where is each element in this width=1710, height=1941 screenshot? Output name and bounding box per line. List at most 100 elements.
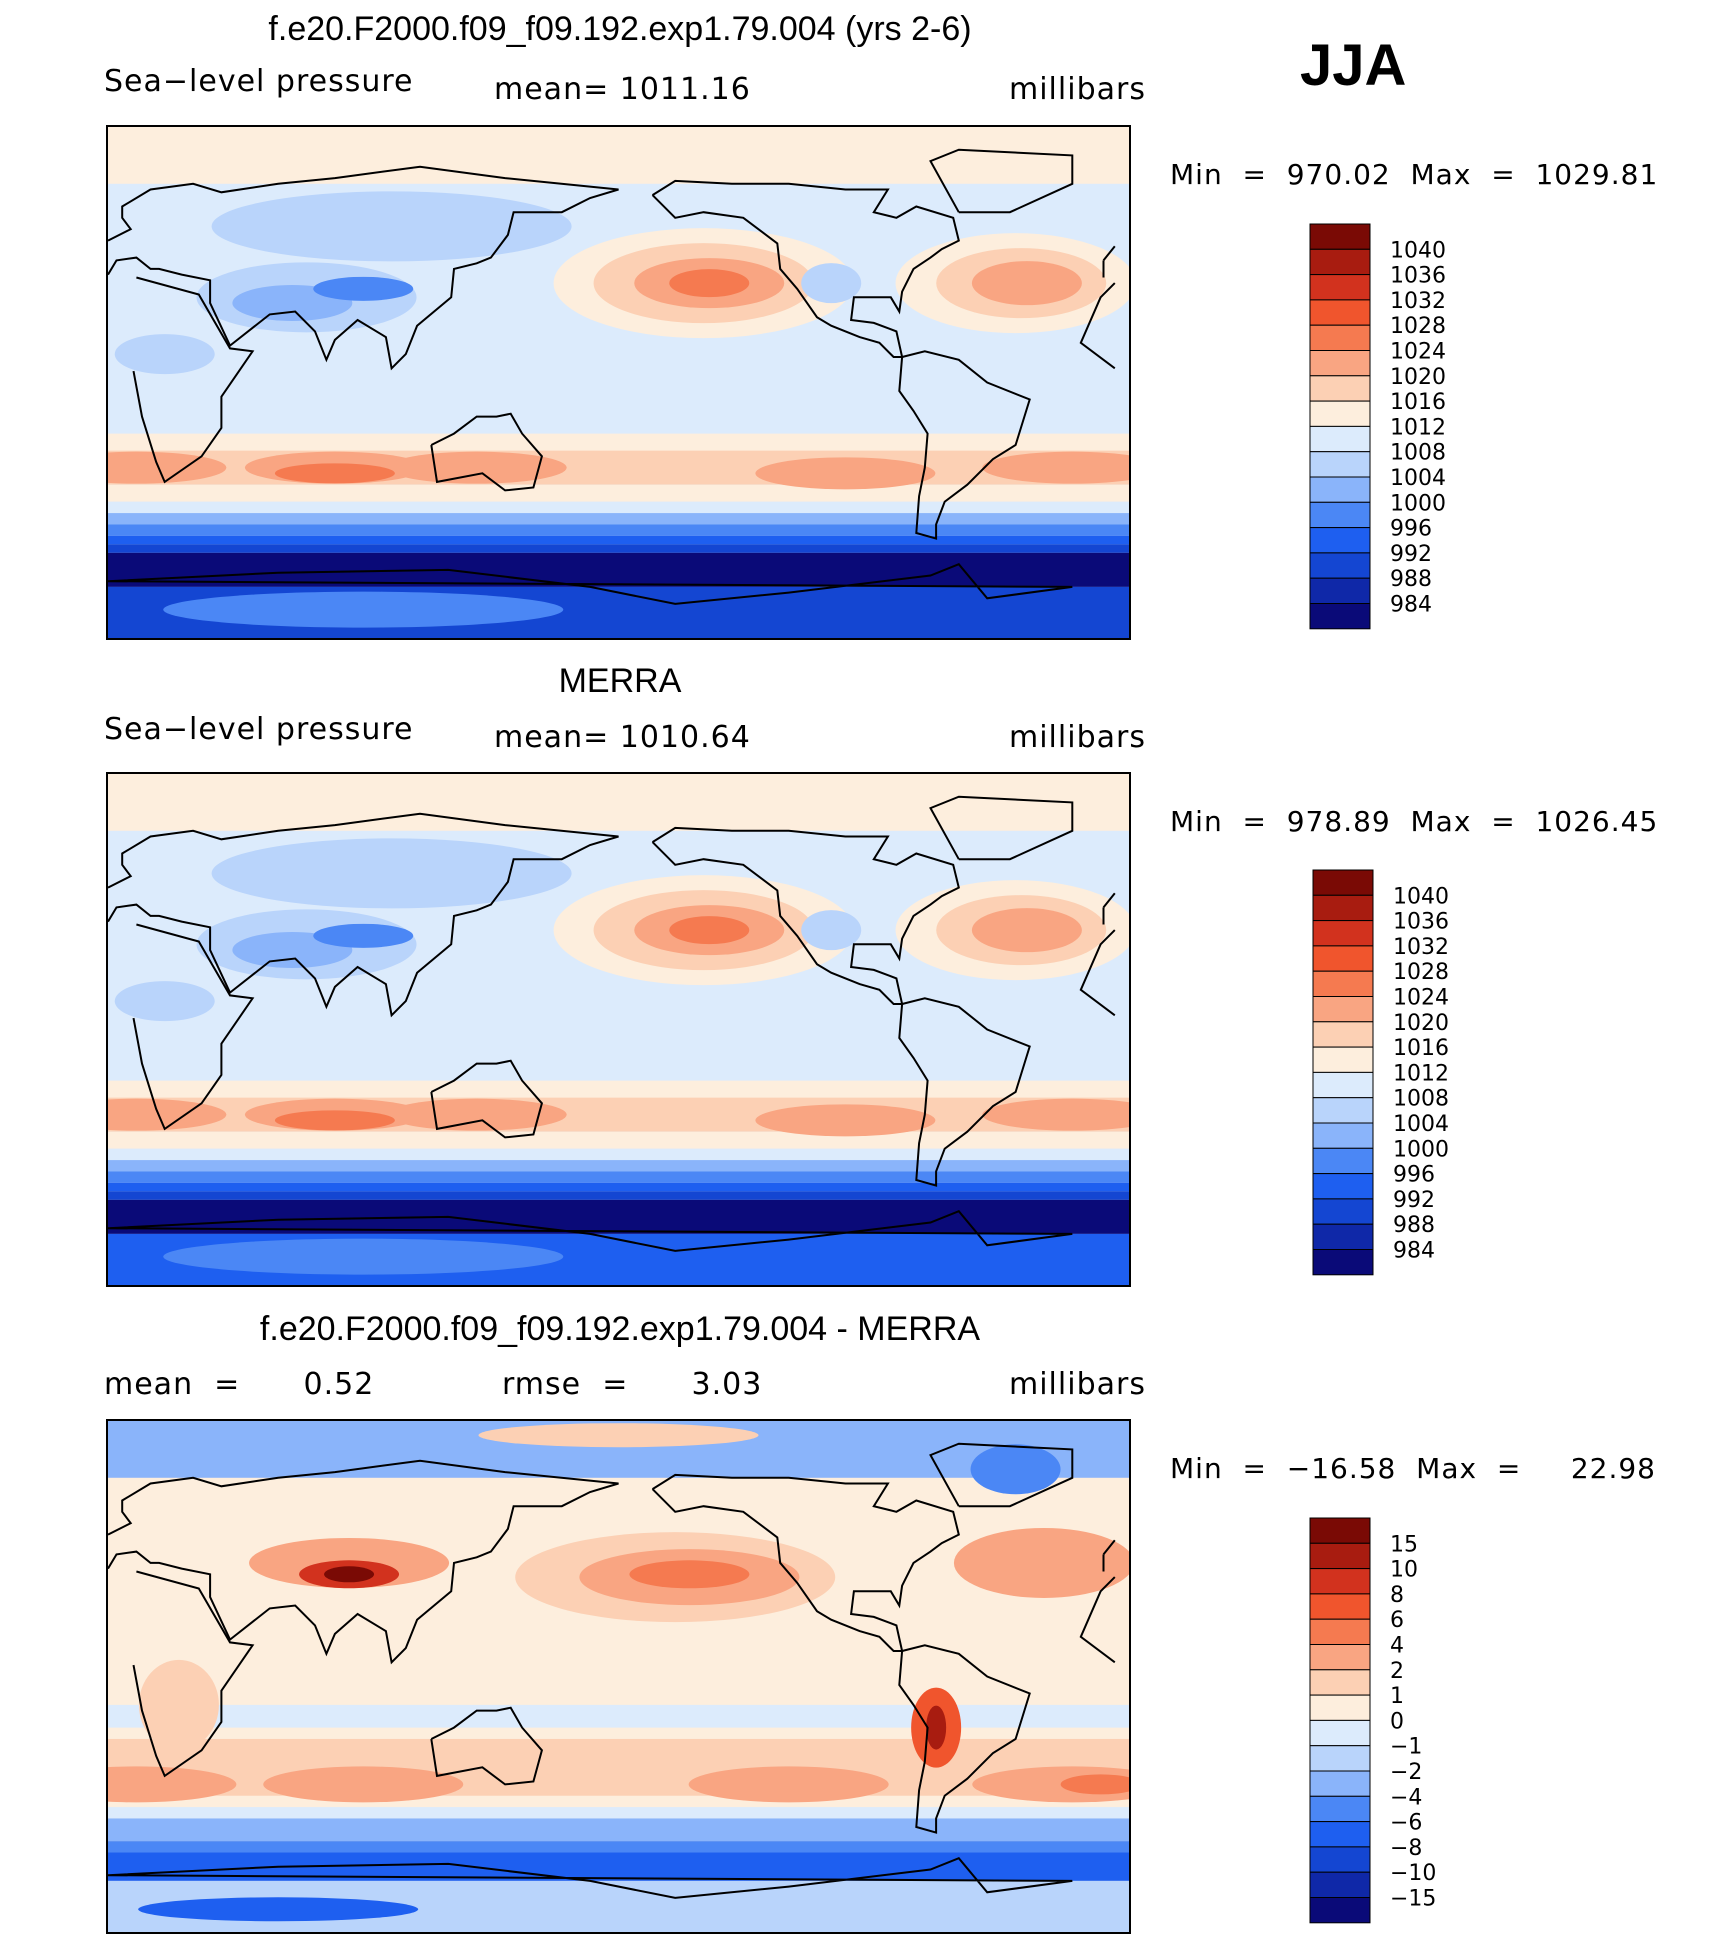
panel-2-map-natl-high — [971, 908, 1082, 953]
panel-1-map-coastline — [430, 412, 544, 492]
panel-3-map-southern-band — [108, 1818, 1129, 1842]
panel-2-colorbar-level-label: 1040 — [1393, 884, 1449, 909]
panel-1-map-eurasia-low — [211, 191, 572, 262]
panel-2-map-namerica-low — [801, 910, 862, 951]
panel-1-map-coastline — [108, 563, 1073, 605]
panel-1-map-southern-high — [386, 451, 567, 484]
panel-1-colorbar-swatch — [1309, 451, 1371, 478]
panel-2-map-southern-band — [108, 1148, 1129, 1161]
panel-1-colorbar-level-label: 992 — [1390, 542, 1432, 567]
panel-2-map-southern-band — [108, 1182, 1129, 1192]
panel-1-colorbar-level-label: 1020 — [1390, 365, 1446, 390]
panel-2-map-antarctic-blob — [163, 1238, 564, 1275]
panel-1-colorbar-swatch — [1309, 375, 1371, 402]
panel-2-map-subtropic-band — [108, 1131, 1129, 1149]
panel-3-map-coastline — [108, 1459, 619, 1665]
panel-3-colorbar-swatch — [1309, 1517, 1371, 1544]
panel-2-colorbar-level-label: 1020 — [1393, 1011, 1449, 1036]
panel-3-colorbar: 15 10 8 6 4 2 1 0 −1 −2 −4 −6 −8 −10 −15 — [1300, 1514, 1480, 1939]
panel-1-map-coastline — [1079, 282, 1116, 370]
panel-1-map-antarctic-blob — [163, 591, 564, 628]
panel-3-map-tibet-max-core — [324, 1566, 375, 1583]
panel-2-colorbar-swatch — [1312, 1097, 1374, 1124]
panel-3-colorbar-swatch — [1309, 1795, 1371, 1823]
panel-3-map-southern-positive — [263, 1766, 464, 1803]
panel-2-map-coastline — [1102, 892, 1116, 909]
panel-2-colorbar-level-label: 996 — [1393, 1163, 1435, 1188]
panel-1-colorbar-swatch — [1309, 299, 1371, 326]
panel-1-map-asian-low-core — [313, 276, 414, 301]
panel-3-map-coastline — [929, 1442, 1074, 1508]
panel-1-colorbar-swatch — [1309, 603, 1371, 630]
panel-2-colorbar-level-label: 1016 — [1393, 1036, 1449, 1061]
panel-1-colorbar-level-label: 1004 — [1390, 466, 1446, 491]
panel-2-colorbar-swatch — [1312, 1249, 1374, 1276]
panel-2-units: millibars — [1009, 720, 1146, 755]
panel-2-map-coastline — [929, 795, 1074, 861]
panel-1-map-coastline — [132, 276, 255, 484]
panel-3-colorbar-level-label: 4 — [1390, 1634, 1404, 1659]
panel-3-mean: mean = 0.52 — [104, 1367, 375, 1402]
panel-3-colorbar-level-label: −1 — [1390, 1735, 1422, 1760]
panel-3-map-tropic-band — [108, 1704, 1129, 1728]
panel-1-map-npac-high-core — [669, 269, 750, 298]
panel-1-colorbar-swatch — [1309, 552, 1371, 579]
panel-2-map-coastline — [1079, 929, 1116, 1017]
panel-3-map-southern-band — [108, 1807, 1129, 1819]
panel-3-map-coastline — [1102, 1539, 1116, 1556]
panel-1-colorbar-swatch — [1309, 248, 1371, 276]
panel-2-colorbar-swatch — [1312, 1046, 1374, 1073]
panel-2-colorbar-level-label: 992 — [1393, 1188, 1435, 1213]
panel-2-map-coastline — [108, 1210, 1073, 1252]
panel-1-colorbar-swatch — [1309, 501, 1371, 529]
panel-1-map — [106, 125, 1131, 640]
panel-2-colorbar-swatch — [1312, 1147, 1374, 1175]
panel-1-colorbar-level-label: 1028 — [1390, 314, 1446, 339]
panel-2-map-southern-high — [982, 1098, 1129, 1131]
panel-2-minmax: Min = 978.89 Max = 1026.45 — [1170, 805, 1659, 838]
panel-1-map-coastline — [1102, 245, 1116, 262]
panel-3-colorbar-swatch — [1309, 1745, 1371, 1772]
panel-1-colorbar-swatch — [1309, 425, 1371, 453]
panel-2-colorbar-swatch — [1312, 1223, 1374, 1251]
panel-3-colorbar-level-label: 0 — [1390, 1709, 1404, 1734]
panel-2-map-eurasia-low — [211, 838, 572, 909]
panel-1-map-southern-high-core — [274, 463, 395, 484]
panel-3-map-southern-positive — [688, 1766, 889, 1803]
panel-2-colorbar-level-label: 984 — [1393, 1239, 1435, 1264]
panel-1-colorbar-swatch — [1309, 577, 1371, 605]
panel-1-map-southern-band — [108, 524, 1129, 536]
panel-3-map — [106, 1419, 1131, 1934]
panel-3-colorbar-swatch — [1309, 1871, 1371, 1899]
panel-3-colorbar-swatch — [1309, 1593, 1371, 1620]
panel-3-colorbar-swatch — [1309, 1644, 1371, 1671]
panel-1-colorbar: 1040 1036 1032 1028 1024 1020 1016 1012 1008 1004… — [1300, 220, 1480, 645]
panel-2-colorbar-level-label: 1000 — [1393, 1137, 1449, 1162]
panel-2-colorbar-swatch — [1312, 1122, 1374, 1149]
panel-2-map-svg — [108, 774, 1129, 1285]
panel-1-colorbar-level-label: 1032 — [1390, 289, 1446, 314]
panel-3-colorbar-level-label: −6 — [1390, 1811, 1422, 1836]
panel-3-colorbar-level-label: −4 — [1390, 1785, 1422, 1810]
panel-2-mean: mean= 1010.64 — [494, 720, 751, 755]
panel-3-map-southern-band — [108, 1841, 1129, 1853]
panel-3-map-npac-positive-core — [629, 1560, 750, 1589]
panel-3-map-coastline — [108, 1857, 1073, 1899]
panel-3-map-coastline — [898, 1644, 1031, 1834]
panel-2-colorbar-level-label: 1028 — [1393, 960, 1449, 985]
panel-1-variable: Sea−level pressure — [104, 64, 414, 99]
panel-2-map-npac-high-core — [669, 916, 750, 945]
panel-2-colorbar-swatch — [1312, 869, 1374, 896]
panel-1-colorbar-swatch — [1309, 324, 1371, 351]
panel-3-map-southern-positive-core — [1060, 1774, 1129, 1795]
panel-2-map-southern-band — [108, 1171, 1129, 1183]
panel-2-colorbar: 1040 1036 1032 1028 1024 1020 1016 1012 1008 1004… — [1303, 866, 1483, 1291]
panel-3-colorbar-swatch — [1309, 1618, 1371, 1645]
panel-3-colorbar-swatch — [1309, 1669, 1371, 1696]
panel-2-map-coastline — [898, 997, 1031, 1187]
panel-1-colorbar-level-label: 1024 — [1390, 340, 1446, 365]
panel-3-map-greenland-negative — [970, 1444, 1061, 1495]
panel-1-map-coastline — [929, 148, 1074, 214]
panel-3-colorbar-swatch — [1309, 1821, 1371, 1848]
panel-2-colorbar-swatch — [1312, 1198, 1374, 1225]
